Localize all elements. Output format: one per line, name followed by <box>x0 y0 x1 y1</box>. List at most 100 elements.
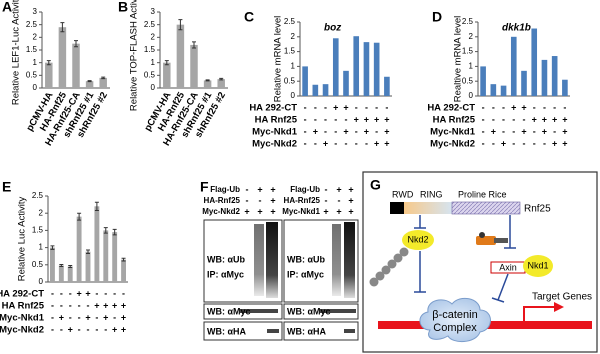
blot-condition-sign: + <box>257 184 262 194</box>
blot-label: IP: αMyc <box>287 269 324 279</box>
condition-sign: + <box>103 312 108 322</box>
nkd2-shape <box>402 230 434 250</box>
blot-condition-sign: + <box>348 206 353 216</box>
bar <box>76 216 82 282</box>
condition-sign: - <box>334 114 337 124</box>
domain-rwd <box>390 202 404 214</box>
bar <box>521 70 527 96</box>
condition-sign: + <box>562 138 567 148</box>
complex-label: β-catenin <box>432 309 477 321</box>
condition-sign: + <box>374 138 379 148</box>
condition-sign: - <box>512 138 515 148</box>
y-tick-label: 1 <box>291 62 296 71</box>
y-tick-label: 2.5 <box>144 20 156 29</box>
condition-sign: - <box>87 300 90 310</box>
blot-label: IP: αMyc <box>207 269 244 279</box>
y-tick-label: 2.5 <box>462 17 474 26</box>
y-tick-label: 0 <box>291 91 296 100</box>
y-tick-label: 2 <box>291 32 296 41</box>
error-bar <box>205 79 210 82</box>
panel-letter: G <box>370 177 381 193</box>
bar <box>112 232 118 282</box>
condition-sign: - <box>492 138 495 148</box>
bar <box>85 81 94 88</box>
panel-letter: D <box>432 9 442 25</box>
blot-condition-sign: - <box>246 195 249 205</box>
arrow-head <box>554 302 564 312</box>
condition-sign: + <box>364 114 369 124</box>
y-tick-label: 1 <box>151 58 156 67</box>
error-bar <box>86 249 90 254</box>
blot-condition-sign: + <box>348 195 353 205</box>
bar <box>551 56 558 96</box>
blot-condition-sign: + <box>270 184 275 194</box>
condition-sign: - <box>482 138 485 148</box>
condition-sign: + <box>511 102 516 112</box>
y-tick-label: 1 <box>39 243 44 252</box>
condition-label: Myc-Nkd2 <box>0 325 44 336</box>
condition-sign: + <box>323 138 328 148</box>
inhibit-arrow <box>414 215 426 229</box>
condition-sign: - <box>304 138 307 148</box>
inhibit-arrow <box>491 273 509 303</box>
condition-sign: + <box>343 102 348 112</box>
condition-sign: + <box>76 288 81 298</box>
blot-smear <box>266 222 278 298</box>
bar <box>510 36 517 96</box>
bar <box>332 38 339 96</box>
condition-label: HA 292-CT <box>249 103 297 114</box>
blot-label: WB: αUb <box>207 254 246 264</box>
blot-condition-sign: + <box>270 206 275 216</box>
condition-sign: - <box>533 102 536 112</box>
blot-condition-sign: + <box>336 206 341 216</box>
condition-sign: + <box>542 126 547 136</box>
domain-proline <box>451 201 521 215</box>
bar <box>190 44 198 88</box>
error-bar <box>94 201 99 211</box>
blot-condition-label: Flag-Ub <box>290 185 320 194</box>
condition-sign: + <box>562 114 567 124</box>
condition-sign: - <box>523 138 526 148</box>
panel-letter: A <box>2 0 12 15</box>
condition-sign: - <box>365 138 368 148</box>
condition-sign: + <box>521 126 526 136</box>
condition-label: Myc-Nkd1 <box>430 127 476 138</box>
condition-sign: - <box>334 138 337 148</box>
bar <box>541 59 548 96</box>
bar <box>121 259 126 282</box>
condition-sign: - <box>385 102 388 112</box>
y-tick-label: 2 <box>151 32 156 41</box>
condition-sign: + <box>491 126 496 136</box>
condition-sign: - <box>334 126 337 136</box>
condition-sign: - <box>543 138 546 148</box>
transcription-arrow <box>523 306 556 321</box>
condition-sign: + <box>313 126 318 136</box>
bar <box>176 24 185 89</box>
blot-condition-sign: + <box>323 206 328 216</box>
condition-sign: - <box>543 102 546 112</box>
panel-letter: E <box>2 179 11 195</box>
blot-label: WB: αMyc <box>287 306 331 316</box>
y-tick-label: 1.5 <box>144 45 156 54</box>
y-axis-label: Relative mRNA level <box>273 16 284 103</box>
condition-sign: - <box>78 312 81 322</box>
bar <box>312 84 319 96</box>
condition-sign: - <box>87 324 90 334</box>
y-tick-label: 2.5 <box>26 20 38 29</box>
blot-condition-label: Myc-Nkd1 <box>282 207 320 216</box>
y-tick-label: 0.5 <box>144 70 156 79</box>
y-tick-label: 1.5 <box>284 47 296 56</box>
y-tick-label: 1 <box>469 62 474 71</box>
node-label: Nkd1 <box>527 260 548 270</box>
condition-sign: - <box>365 102 368 112</box>
y-tick-label: 2 <box>39 208 44 217</box>
condition-sign: - <box>502 114 505 124</box>
condition-sign: + <box>521 102 526 112</box>
blot-condition-sign: - <box>246 184 249 194</box>
condition-sign: + <box>374 114 379 124</box>
bar <box>373 42 380 96</box>
condition-sign: - <box>104 324 107 334</box>
bar <box>163 62 171 88</box>
bar <box>203 80 212 88</box>
condition-sign: + <box>552 138 557 148</box>
